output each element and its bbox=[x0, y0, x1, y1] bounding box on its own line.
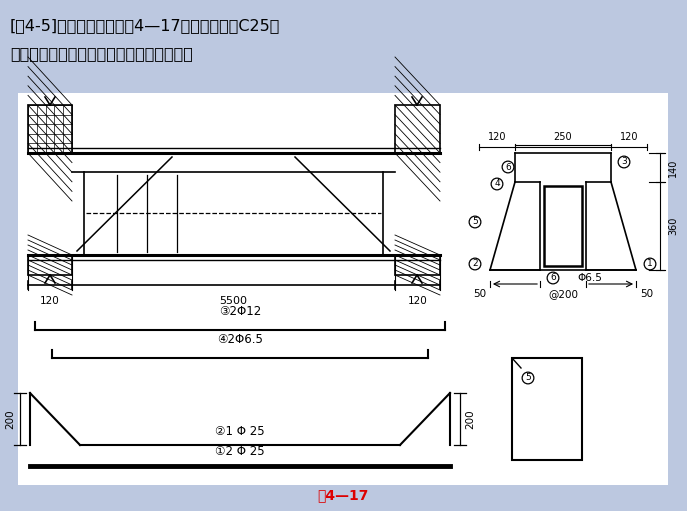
Text: 3: 3 bbox=[621, 157, 627, 167]
Bar bbox=[28, 105, 72, 153]
Bar bbox=[18, 93, 668, 485]
Text: Φ6.5: Φ6.5 bbox=[525, 395, 552, 405]
Text: 50: 50 bbox=[473, 289, 486, 299]
Text: 计算该花篮梁钢筋工程量，确定定额项目。: 计算该花篮梁钢筋工程量，确定定额项目。 bbox=[10, 46, 193, 61]
Text: 4: 4 bbox=[494, 179, 500, 189]
Bar bbox=[512, 358, 582, 460]
Bar bbox=[28, 255, 72, 275]
Text: 6: 6 bbox=[550, 273, 556, 283]
Bar bbox=[544, 186, 582, 266]
Text: ③2Φ12: ③2Φ12 bbox=[219, 305, 261, 318]
Bar bbox=[395, 255, 440, 275]
Text: 120: 120 bbox=[407, 296, 427, 306]
Text: 200: 200 bbox=[465, 409, 475, 429]
Text: 2: 2 bbox=[472, 260, 478, 268]
Text: ④2Φ6.5: ④2Φ6.5 bbox=[217, 333, 263, 346]
Text: 360: 360 bbox=[668, 217, 678, 235]
Text: 120: 120 bbox=[620, 132, 638, 142]
Text: [例4-5]某现浇花篮梁如图4—17所示，混凝土C25，: [例4-5]某现浇花篮梁如图4—17所示，混凝土C25， bbox=[10, 18, 280, 33]
Text: 200: 200 bbox=[5, 409, 15, 429]
Text: @200: @200 bbox=[525, 415, 557, 425]
Text: 5: 5 bbox=[472, 218, 478, 226]
Text: 图4—17: 图4—17 bbox=[317, 488, 369, 502]
Text: Φ6.5: Φ6.5 bbox=[577, 273, 602, 283]
Text: 120: 120 bbox=[488, 132, 506, 142]
Text: ①2 Φ 25: ①2 Φ 25 bbox=[215, 445, 264, 458]
Text: ②1 Φ 25: ②1 Φ 25 bbox=[215, 425, 264, 438]
Text: 6: 6 bbox=[505, 162, 511, 172]
Text: 140: 140 bbox=[668, 158, 678, 177]
Text: 5: 5 bbox=[525, 374, 531, 383]
Text: 120: 120 bbox=[40, 296, 60, 306]
Text: 5500: 5500 bbox=[220, 296, 247, 306]
Text: 50: 50 bbox=[640, 289, 653, 299]
Text: 1: 1 bbox=[647, 260, 653, 268]
Bar bbox=[395, 105, 440, 153]
Text: @200: @200 bbox=[548, 289, 578, 299]
Text: 250: 250 bbox=[554, 132, 572, 142]
